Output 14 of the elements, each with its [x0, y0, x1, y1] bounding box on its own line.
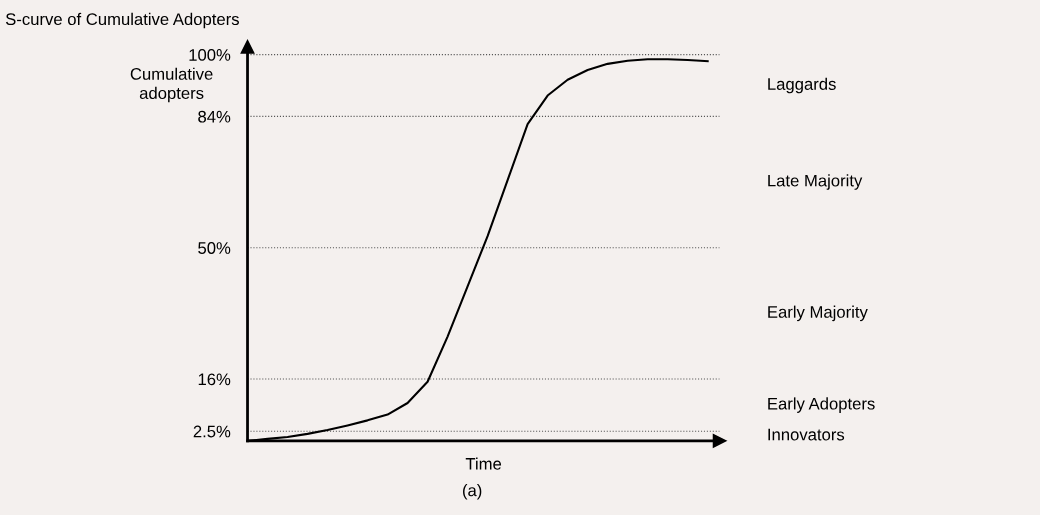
text: Late Majority [768, 174, 863, 190]
chart-title: S-curve of Cumulative Adopters [5, 12, 239, 29]
text: Early Adopters [768, 397, 875, 413]
text: (a) [463, 484, 482, 500]
y-tick-label: 16% [198, 373, 231, 386]
x-axis-title: Time [465, 457, 502, 470]
y-tick-label: 84% [198, 110, 231, 123]
y-axis-title: Cumulative adopters [130, 67, 213, 103]
text: Laggards [768, 77, 836, 94]
text: Early Majority [768, 305, 868, 322]
y-tick-label: 2.5% [193, 425, 231, 438]
text: Innovators [768, 428, 845, 441]
y-tick-label: 50% [198, 242, 231, 254]
y-tick-label: 100% [189, 48, 231, 61]
